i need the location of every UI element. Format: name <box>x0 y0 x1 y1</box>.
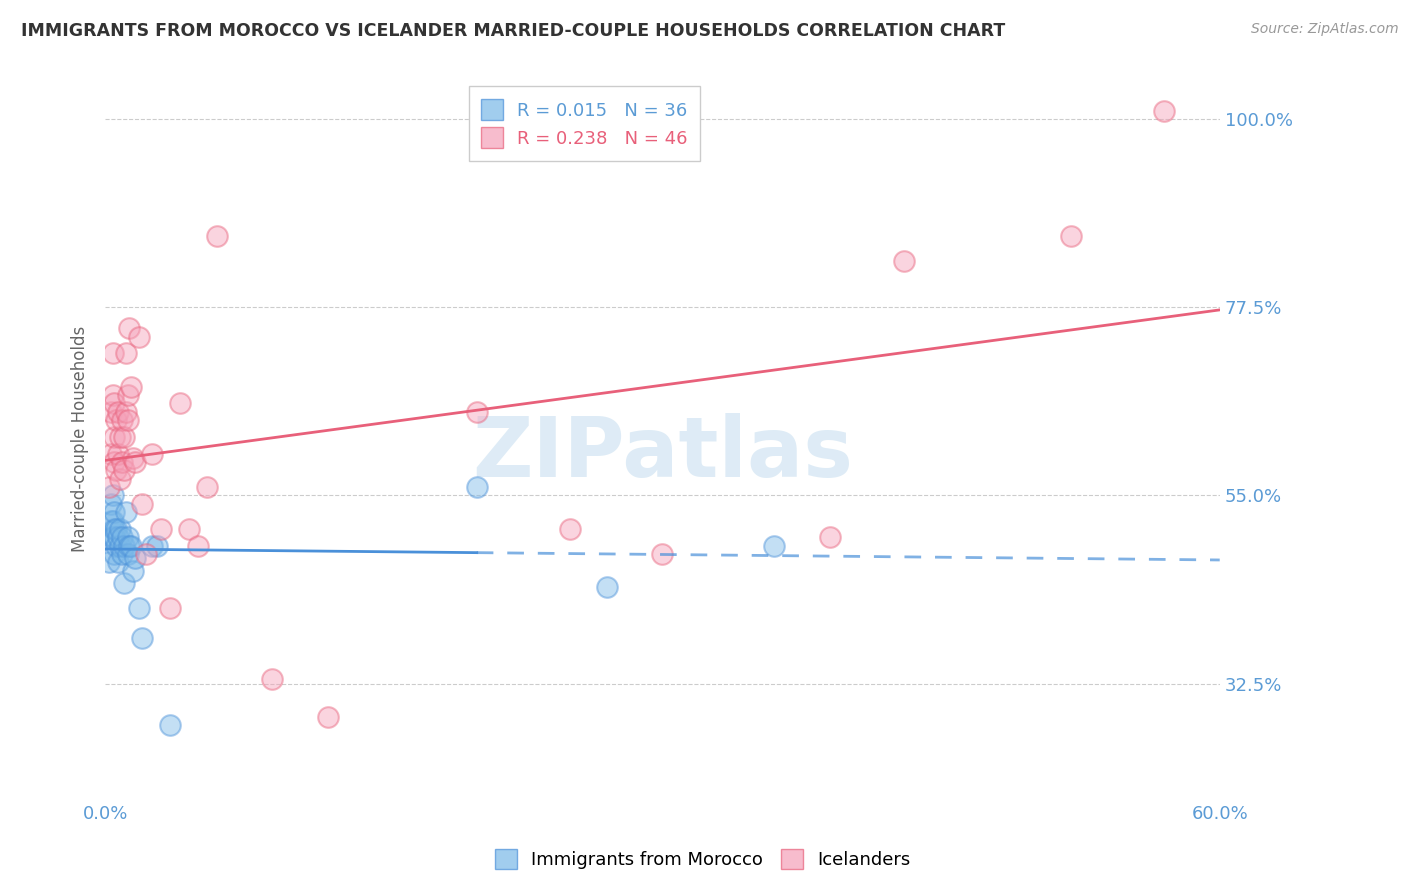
Point <box>195 480 218 494</box>
Point <box>105 463 128 477</box>
Point <box>111 530 134 544</box>
Point <box>159 718 181 732</box>
Point <box>316 710 339 724</box>
Point <box>111 547 134 561</box>
Point <box>111 413 134 427</box>
Point <box>103 505 125 519</box>
Point <box>112 463 135 477</box>
Point <box>108 539 131 553</box>
Point <box>100 405 122 419</box>
Point <box>97 480 120 494</box>
Point <box>112 430 135 444</box>
Point <box>122 564 145 578</box>
Point <box>101 514 124 528</box>
Point <box>596 581 619 595</box>
Point <box>1060 229 1083 244</box>
Point <box>114 346 136 360</box>
Point <box>205 229 228 244</box>
Point <box>108 522 131 536</box>
Point <box>818 530 841 544</box>
Legend: R = 0.015   N = 36, R = 0.238   N = 46: R = 0.015 N = 36, R = 0.238 N = 46 <box>468 87 700 161</box>
Point <box>651 547 673 561</box>
Point <box>101 488 124 502</box>
Point <box>103 530 125 544</box>
Point <box>108 430 131 444</box>
Point <box>141 447 163 461</box>
Point <box>103 547 125 561</box>
Point <box>112 576 135 591</box>
Point <box>128 601 150 615</box>
Point <box>100 497 122 511</box>
Y-axis label: Married-couple Households: Married-couple Households <box>72 326 89 552</box>
Point <box>120 539 142 553</box>
Point <box>101 346 124 360</box>
Point <box>117 388 139 402</box>
Point <box>101 388 124 402</box>
Point <box>100 514 122 528</box>
Text: ZIPatlas: ZIPatlas <box>472 413 853 494</box>
Point <box>120 380 142 394</box>
Point <box>103 522 125 536</box>
Point <box>103 430 125 444</box>
Point <box>108 472 131 486</box>
Point <box>146 539 169 553</box>
Point <box>114 505 136 519</box>
Point <box>105 522 128 536</box>
Legend: Immigrants from Morocco, Icelanders: Immigrants from Morocco, Icelanders <box>486 839 920 879</box>
Point <box>177 522 200 536</box>
Point <box>118 539 141 553</box>
Point <box>107 530 129 544</box>
Point <box>762 539 785 553</box>
Point <box>117 547 139 561</box>
Point <box>114 405 136 419</box>
Point <box>169 396 191 410</box>
Point <box>159 601 181 615</box>
Point <box>107 405 129 419</box>
Point <box>122 450 145 465</box>
Point <box>97 555 120 569</box>
Point <box>107 555 129 569</box>
Point <box>124 455 146 469</box>
Point <box>262 673 284 687</box>
Text: Source: ZipAtlas.com: Source: ZipAtlas.com <box>1251 22 1399 37</box>
Point <box>558 522 581 536</box>
Point <box>131 631 153 645</box>
Point <box>117 530 139 544</box>
Point <box>105 413 128 427</box>
Point <box>100 447 122 461</box>
Point <box>141 539 163 553</box>
Point <box>103 455 125 469</box>
Point <box>465 405 488 419</box>
Point <box>149 522 172 536</box>
Point <box>124 551 146 566</box>
Point <box>117 413 139 427</box>
Point <box>112 539 135 553</box>
Text: IMMIGRANTS FROM MOROCCO VS ICELANDER MARRIED-COUPLE HOUSEHOLDS CORRELATION CHART: IMMIGRANTS FROM MOROCCO VS ICELANDER MAR… <box>21 22 1005 40</box>
Point <box>105 539 128 553</box>
Point <box>135 547 157 561</box>
Point <box>1153 103 1175 118</box>
Point <box>111 455 134 469</box>
Point <box>107 447 129 461</box>
Point <box>131 497 153 511</box>
Point <box>100 530 122 544</box>
Point <box>101 530 124 544</box>
Point <box>893 254 915 268</box>
Point <box>465 480 488 494</box>
Point <box>103 396 125 410</box>
Point <box>118 321 141 335</box>
Point <box>128 329 150 343</box>
Point <box>187 539 209 553</box>
